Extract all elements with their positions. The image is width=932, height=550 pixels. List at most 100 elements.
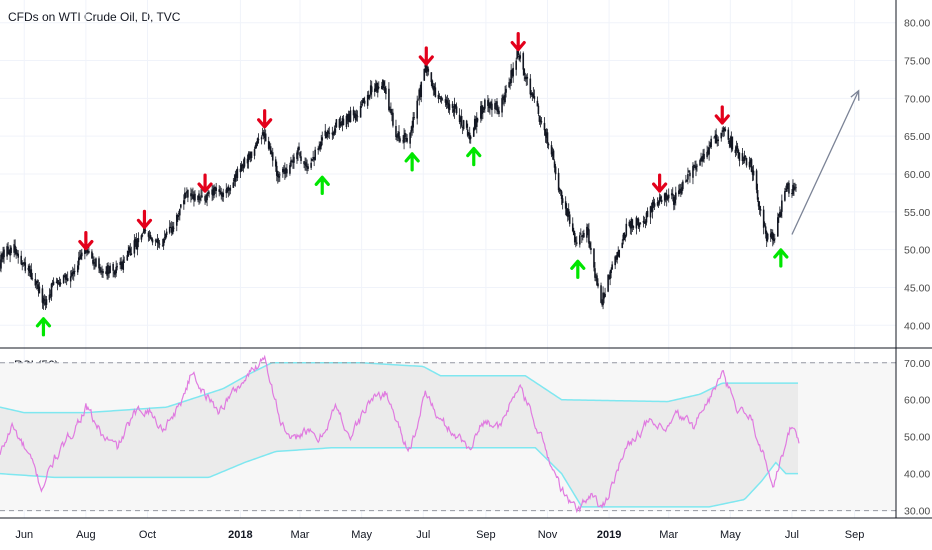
candle [349,106,352,123]
candle [621,239,624,249]
sell-arrow [78,230,94,251]
candle [324,123,327,139]
candle [14,239,16,256]
candle [689,170,691,183]
candle [737,148,740,159]
candle [361,98,364,107]
candle [267,136,270,151]
candle [389,106,391,113]
candle [72,268,75,281]
candle [572,227,575,236]
candle [7,241,9,255]
candle [597,278,599,289]
candle [779,206,781,218]
candle [546,128,549,149]
candle [276,170,279,184]
candle [29,265,32,278]
candle [678,184,680,197]
candle [227,184,230,198]
candle [296,150,298,164]
candle [314,146,316,161]
candle [221,191,224,202]
candle [487,94,489,113]
candle [589,240,591,250]
candle [498,106,500,118]
candle [150,236,153,242]
candle [672,194,675,211]
candle [764,223,767,239]
candle [194,190,196,202]
candle [327,127,330,138]
candle [119,257,122,270]
candle [645,210,648,226]
candle [674,186,677,206]
candle [307,163,309,172]
candle [473,115,476,131]
candle [453,97,456,119]
candle [352,106,355,122]
candle [35,280,38,290]
candle [568,211,571,227]
crsi-tick-label: 50.00 [904,432,930,444]
candle [165,228,168,238]
candle [557,168,560,193]
candle [702,149,704,163]
candle [547,142,550,150]
candle [586,223,588,243]
candle [374,79,377,92]
candle [581,234,583,244]
candle [763,221,766,227]
candle [651,199,654,219]
candle [734,145,737,158]
candle [484,98,486,113]
candle [432,82,435,96]
candle [559,188,562,196]
candle [454,104,457,109]
candle [192,187,194,199]
candle [147,231,150,242]
candle [98,256,100,274]
candle [16,249,18,256]
candle [191,189,193,201]
candle [64,272,67,284]
candle [611,261,613,270]
candle [286,164,288,177]
candle [482,105,484,120]
time-tick-label: Jul [785,529,799,541]
sell-arrow [652,173,668,193]
candle [417,98,420,101]
candle [494,99,496,114]
candle [445,96,448,109]
candle [213,184,215,199]
candle [495,101,497,111]
candle [413,112,415,120]
candle [483,106,485,113]
candle [248,151,251,161]
buy-arrow [404,152,420,172]
candle [306,159,308,174]
candle [115,260,117,277]
candle [226,187,229,194]
candle [419,84,422,101]
candle [607,274,609,293]
candle [321,131,324,146]
candle [466,123,469,138]
candle [108,266,110,278]
candle [289,162,291,176]
candle [510,63,512,87]
candle [679,183,681,195]
candle [596,272,598,286]
candle [93,256,95,270]
candle [363,96,366,107]
candle [638,222,641,232]
candle [673,194,676,210]
candle [71,266,74,280]
candle [87,249,89,255]
crsi-tick-label: 70.00 [904,358,930,370]
price-tick-label: 65.00 [904,131,930,143]
candle [480,101,482,123]
time-tick-label: Mar [291,529,310,541]
candle [530,90,533,97]
candle [91,249,93,259]
